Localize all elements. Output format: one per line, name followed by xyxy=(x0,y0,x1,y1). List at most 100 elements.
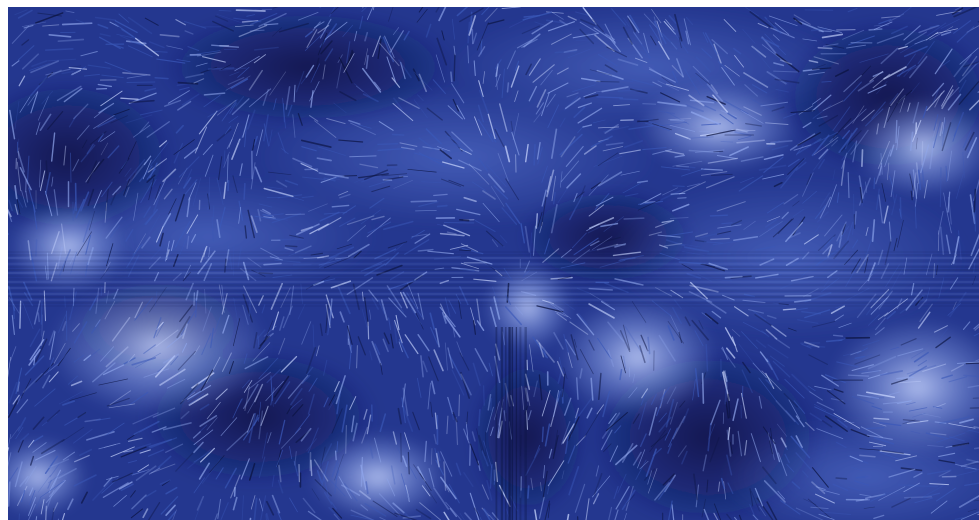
fur-strand xyxy=(506,282,510,303)
fur-strand xyxy=(297,303,306,320)
fur-strand xyxy=(556,312,567,321)
fur-strand xyxy=(232,398,243,419)
fur-strand xyxy=(705,278,733,282)
fur-strand xyxy=(756,497,774,520)
fur-strand xyxy=(328,246,355,260)
fur-strand xyxy=(642,102,657,105)
fur-strand xyxy=(785,410,800,425)
fur-strand xyxy=(297,12,319,21)
fur-strand xyxy=(226,154,229,183)
fur-strand xyxy=(822,244,832,255)
fur-strand xyxy=(483,508,497,520)
fur-strand xyxy=(467,45,469,64)
fur-strand xyxy=(338,191,349,196)
fur-strand xyxy=(493,469,497,485)
fur-strand xyxy=(23,281,33,301)
fur-strand xyxy=(76,231,92,256)
fur-strand xyxy=(525,448,541,476)
fur-strand xyxy=(274,375,290,398)
fur-strand xyxy=(337,286,351,315)
fur-strand xyxy=(273,98,277,110)
fur-strand xyxy=(588,217,615,230)
fur-strand xyxy=(668,15,678,25)
fur-strand xyxy=(75,19,85,24)
fur-strand xyxy=(183,176,192,189)
fur-strand xyxy=(890,88,904,106)
fur-strand xyxy=(228,122,239,148)
fur-strand xyxy=(247,396,258,414)
fur-strand xyxy=(903,67,912,78)
fur-strand xyxy=(124,167,132,177)
fur-strand xyxy=(361,176,377,183)
fur-strand xyxy=(105,216,123,239)
fur-strand xyxy=(294,245,312,254)
fur-strand xyxy=(765,329,778,340)
fur-strand xyxy=(672,185,685,187)
fur-strand xyxy=(669,119,685,122)
fur-strand xyxy=(474,348,489,372)
fur-strand xyxy=(550,128,558,159)
fur-strand xyxy=(589,69,613,76)
fur-strand xyxy=(346,277,374,295)
fur-strand xyxy=(22,301,34,330)
fur-strand xyxy=(393,97,403,111)
fur-strand xyxy=(402,405,414,432)
fur-strand xyxy=(90,320,101,334)
fur-strand xyxy=(772,218,794,238)
fur-strand xyxy=(533,380,538,398)
fur-strand xyxy=(872,421,887,427)
fur-strand xyxy=(549,302,572,319)
fur-strand xyxy=(566,173,582,189)
fur-strand xyxy=(204,154,214,177)
fur-strand xyxy=(764,16,782,34)
fur-strand xyxy=(10,346,17,361)
fur-strand xyxy=(891,194,898,216)
fur-strand xyxy=(905,289,923,311)
fur-strand xyxy=(565,339,576,356)
fur-strand xyxy=(374,343,381,356)
fur-strand xyxy=(870,289,890,309)
fur-strand xyxy=(941,89,954,110)
fur-strand xyxy=(742,361,751,374)
fur-strand xyxy=(49,351,70,371)
fur-strand xyxy=(871,219,876,243)
fur-strand xyxy=(720,477,726,490)
fur-strand xyxy=(399,142,418,147)
fur-strand xyxy=(362,93,379,103)
fur-strand xyxy=(701,48,713,59)
fur-strand xyxy=(849,455,863,462)
fur-strand xyxy=(230,474,241,499)
fur-strand xyxy=(811,320,836,328)
fur-strand xyxy=(769,355,785,367)
fur-strand xyxy=(833,388,844,393)
fur-strand xyxy=(684,316,691,327)
fur-strand xyxy=(165,249,170,261)
fur-strand xyxy=(254,166,263,183)
fur-strand xyxy=(204,288,207,314)
fur-strand xyxy=(246,413,255,433)
fur-strand xyxy=(841,223,847,236)
fur-strand xyxy=(295,430,311,444)
fur-strand xyxy=(914,204,917,229)
fur-strand xyxy=(45,68,71,76)
fur-strand xyxy=(972,397,979,399)
fur-strand xyxy=(906,364,937,375)
fur-strand xyxy=(846,44,866,49)
fur-strand xyxy=(431,380,436,395)
fur-strand xyxy=(642,147,667,151)
fur-strand xyxy=(238,24,268,38)
fur-strand xyxy=(219,67,247,71)
fur-strand xyxy=(154,76,169,80)
fur-strand xyxy=(174,193,185,222)
fur-strand xyxy=(651,300,672,317)
fur-strand xyxy=(835,477,848,480)
fur-strand xyxy=(303,256,324,259)
fur-strand xyxy=(876,33,904,44)
fur-strand xyxy=(681,243,700,248)
fur-strand xyxy=(350,509,375,520)
fur-strand xyxy=(534,444,541,458)
fur-strand xyxy=(658,121,688,127)
fur-strand xyxy=(456,7,469,17)
fur-strand xyxy=(702,454,708,472)
fur-strand xyxy=(159,140,168,148)
